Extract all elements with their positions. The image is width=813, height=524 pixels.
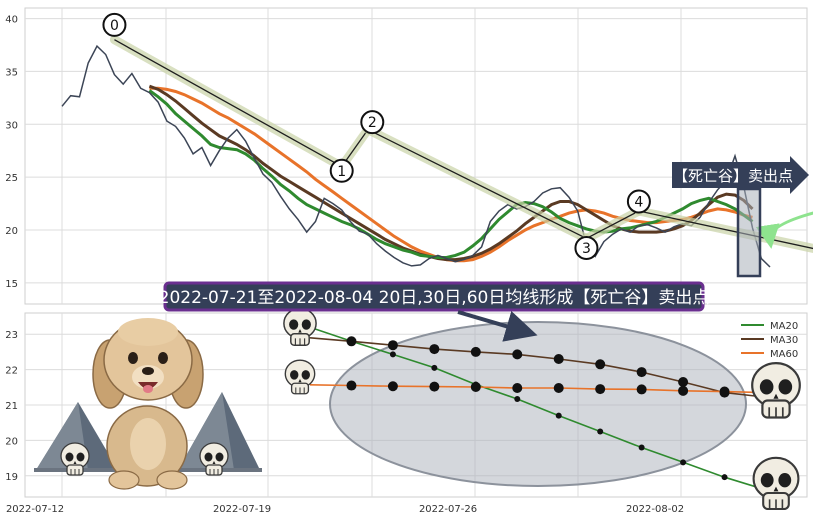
series-line-ma30	[309, 337, 767, 398]
top-y-tick-labels: 15 20 25 30 35 40	[5, 15, 18, 290]
series-point	[680, 459, 687, 466]
series-point	[555, 412, 562, 419]
series-point	[678, 377, 689, 387]
series-point	[678, 385, 689, 396]
wave-label-text: 0	[110, 18, 119, 34]
series-point	[346, 336, 357, 347]
series-point	[595, 359, 606, 370]
y-tick-label: 30	[5, 120, 18, 131]
y-tick-label: 35	[5, 67, 18, 78]
series-point	[429, 344, 440, 355]
legend-label: MA60	[770, 349, 798, 360]
series-point	[429, 381, 440, 392]
decline-arrow	[755, 211, 813, 249]
series-point	[597, 428, 604, 435]
x-tick-label: 2022-07-26	[419, 504, 477, 515]
annotation-arrow-shape	[672, 156, 809, 194]
y-tick-label: 25	[5, 173, 18, 184]
top-series-layer	[61, 44, 771, 268]
series-point	[721, 474, 728, 481]
y-tick-label: 21	[5, 401, 18, 412]
dog-illustration-icon	[92, 318, 204, 490]
y-tick-label: 40	[5, 15, 18, 26]
legend-label: MA20	[770, 321, 798, 332]
death-valley-annotation: 【死亡谷】卖出点	[672, 156, 809, 194]
wave-label-circle	[360, 110, 385, 135]
series-point	[346, 380, 357, 391]
wave-layer: 012345abcⅢ	[102, 12, 813, 278]
series-point	[389, 351, 396, 358]
annotation-text: 【死亡谷】卖出点	[673, 167, 793, 185]
wave-label-circle	[102, 12, 127, 37]
wave-segment	[367, 128, 587, 240]
series-point	[431, 364, 438, 371]
wave-label-text: 3	[582, 241, 591, 257]
wave-label-text: 4	[634, 194, 643, 210]
wave-segment	[114, 39, 343, 168]
banner-pointer-arrow	[457, 310, 538, 342]
x-tick-label: 2022-07-19	[213, 504, 271, 515]
y-tick-label: 20	[5, 226, 18, 237]
series-point	[387, 340, 398, 351]
series-point	[595, 384, 606, 395]
series-point	[638, 444, 645, 451]
x-tick-label: 2022-07-12	[6, 504, 64, 515]
legend-label: MA30	[770, 335, 798, 346]
series-line-ma20	[309, 326, 767, 491]
wave-label-circle	[329, 158, 354, 183]
wave-label-circle	[626, 189, 651, 214]
title-banner: 2022-07-21至2022-08-04 20日,30日,60日均线形成【死亡…	[159, 281, 710, 312]
series-line-ma60	[309, 384, 767, 394]
y-tick-label: 23	[5, 330, 18, 341]
ma20-line	[148, 89, 754, 259]
wave-label-circle	[574, 235, 599, 260]
y-tick-label: 15	[5, 279, 18, 290]
bottom-series-layer	[309, 326, 767, 491]
y-tick-label: 19	[5, 472, 18, 483]
price-line	[61, 44, 771, 268]
wave-label-text: 1	[337, 164, 346, 180]
series-point	[719, 386, 730, 397]
bottom-chart-panel: 19 20 21 22 23	[5, 307, 808, 511]
y-tick-label: 22	[5, 366, 18, 377]
skull-icon	[752, 456, 800, 511]
legend: MA20 MA30 MA60	[741, 321, 798, 360]
title-banner-text: 2022-07-21至2022-08-04 20日,30日,60日均线形成【死亡…	[159, 288, 710, 308]
series-point	[470, 381, 481, 392]
x-tick-label: 2022-08-02	[626, 504, 684, 515]
series-point	[514, 395, 521, 402]
wave-segment	[586, 210, 640, 240]
series-point	[553, 354, 564, 364]
wave-label-text: 2	[368, 115, 377, 131]
x-tick-labels: 2022-07-12 2022-07-19 2022-07-26 2022-08-02	[6, 504, 684, 515]
series-point	[512, 383, 523, 394]
y-tick-label: 20	[5, 436, 18, 447]
series-point	[387, 381, 398, 392]
series-point	[512, 349, 523, 360]
series-point	[636, 384, 647, 395]
series-point	[553, 383, 564, 394]
series-point	[636, 367, 647, 378]
series-point	[470, 346, 481, 357]
highlight-box	[736, 187, 762, 278]
bottom-y-tick-labels: 19 20 21 22 23	[5, 330, 18, 483]
